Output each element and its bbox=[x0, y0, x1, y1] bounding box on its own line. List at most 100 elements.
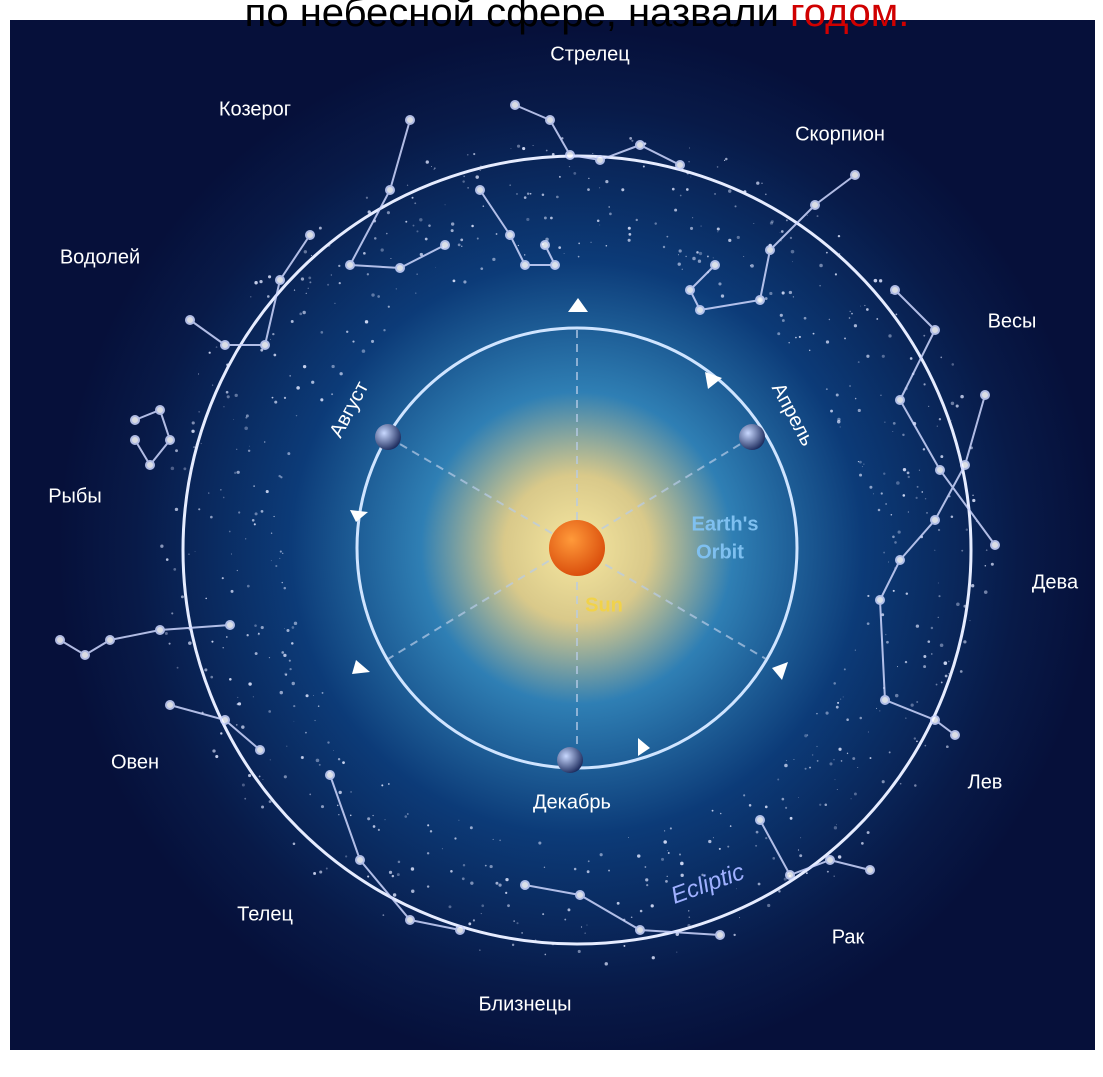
star bbox=[259, 280, 262, 283]
star bbox=[205, 598, 207, 600]
star bbox=[498, 884, 501, 887]
star bbox=[936, 684, 938, 686]
star bbox=[934, 550, 935, 551]
star bbox=[212, 385, 213, 386]
star bbox=[250, 296, 251, 297]
star bbox=[407, 813, 409, 815]
star bbox=[688, 161, 689, 162]
star bbox=[938, 617, 939, 618]
star bbox=[941, 682, 943, 684]
star bbox=[826, 712, 829, 715]
star bbox=[227, 395, 230, 398]
star bbox=[261, 805, 264, 808]
star bbox=[724, 160, 725, 161]
star bbox=[730, 825, 732, 827]
star bbox=[780, 314, 783, 317]
star bbox=[411, 890, 414, 893]
star bbox=[682, 269, 683, 270]
star bbox=[938, 529, 940, 531]
star bbox=[442, 848, 443, 849]
star bbox=[538, 842, 541, 845]
star bbox=[193, 446, 195, 448]
star bbox=[530, 193, 532, 195]
star bbox=[714, 193, 715, 194]
star bbox=[568, 908, 571, 911]
star bbox=[292, 626, 295, 629]
star bbox=[874, 279, 878, 283]
star bbox=[914, 737, 916, 739]
star bbox=[836, 824, 837, 825]
star bbox=[237, 697, 238, 698]
star bbox=[275, 565, 277, 567]
star bbox=[314, 720, 315, 721]
star bbox=[244, 427, 248, 431]
star bbox=[246, 414, 249, 417]
star bbox=[608, 206, 609, 207]
star bbox=[599, 187, 600, 188]
constellation-star bbox=[521, 881, 529, 889]
star bbox=[948, 661, 950, 663]
star bbox=[717, 228, 720, 231]
star bbox=[609, 213, 612, 216]
star bbox=[383, 329, 385, 331]
page: Стрелец Скорпион Весы Дева Лев Рак Близн… bbox=[0, 0, 1103, 1077]
constellation-star bbox=[541, 241, 549, 249]
star bbox=[413, 225, 415, 227]
star bbox=[169, 643, 171, 645]
star bbox=[896, 481, 900, 485]
star bbox=[923, 335, 925, 337]
star bbox=[272, 333, 274, 335]
star bbox=[272, 397, 274, 399]
star bbox=[971, 584, 974, 587]
star bbox=[807, 734, 808, 735]
star bbox=[785, 807, 787, 809]
star bbox=[291, 320, 294, 323]
star bbox=[268, 275, 271, 278]
star bbox=[236, 724, 238, 726]
star bbox=[188, 641, 192, 645]
star bbox=[517, 145, 520, 148]
star bbox=[285, 674, 287, 676]
star bbox=[246, 634, 248, 636]
star bbox=[830, 410, 833, 413]
star bbox=[690, 227, 693, 230]
star bbox=[467, 187, 468, 188]
constellation-star bbox=[576, 891, 584, 899]
star bbox=[728, 189, 731, 192]
star bbox=[564, 919, 566, 921]
star bbox=[393, 893, 396, 896]
star bbox=[827, 871, 829, 873]
constellation-star bbox=[596, 156, 604, 164]
star bbox=[550, 217, 553, 220]
star bbox=[473, 153, 475, 155]
star bbox=[923, 448, 925, 450]
star bbox=[617, 902, 620, 905]
star bbox=[882, 355, 885, 358]
star bbox=[833, 682, 836, 685]
star bbox=[905, 717, 907, 719]
star bbox=[782, 319, 785, 322]
star bbox=[248, 774, 251, 777]
star bbox=[587, 870, 590, 873]
star bbox=[235, 394, 238, 397]
star bbox=[362, 349, 366, 353]
star bbox=[286, 629, 289, 632]
star bbox=[772, 857, 775, 860]
star bbox=[790, 817, 793, 820]
star bbox=[663, 246, 665, 248]
star bbox=[505, 878, 508, 881]
star bbox=[426, 160, 429, 163]
star bbox=[578, 256, 580, 258]
constellation-star bbox=[851, 171, 859, 179]
star bbox=[279, 558, 280, 559]
star bbox=[342, 761, 345, 764]
star bbox=[666, 236, 668, 238]
constellation-label: Дева bbox=[1032, 571, 1079, 593]
star bbox=[378, 829, 380, 831]
star bbox=[516, 922, 518, 924]
star bbox=[870, 757, 872, 759]
constellation-star bbox=[991, 541, 999, 549]
star bbox=[238, 511, 240, 513]
star bbox=[289, 668, 291, 670]
star bbox=[387, 211, 390, 214]
